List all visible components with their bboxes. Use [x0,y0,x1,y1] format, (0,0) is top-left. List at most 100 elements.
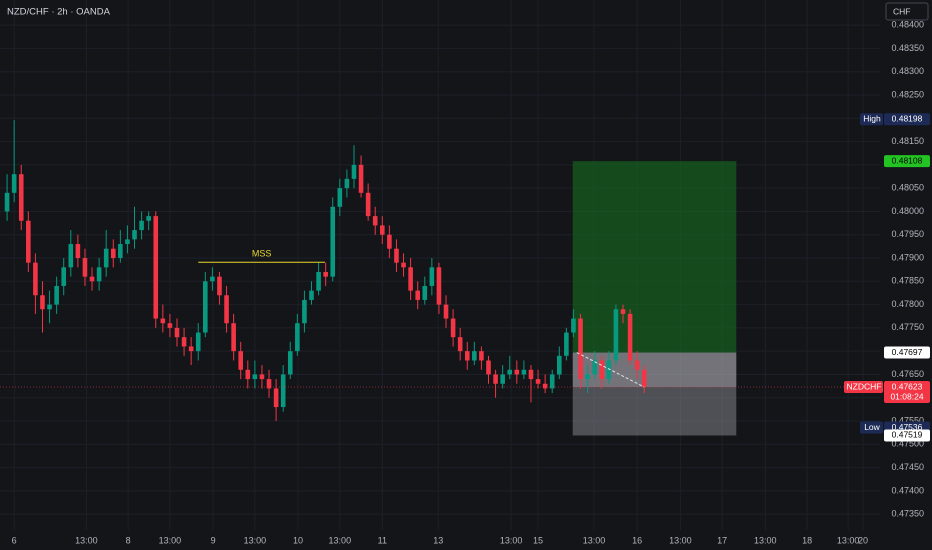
candle-body [627,313,633,361]
price-tag [860,421,883,434]
y-tick-label: 0.47900 [891,252,924,262]
candle-body [443,304,449,319]
candle-body [549,374,555,389]
price-tag [860,113,883,126]
candle-body [372,216,378,226]
candle-body [231,323,236,352]
candle-body [344,178,350,189]
x-tick-label: 13:00 [159,535,182,545]
y-tick-label: 0.48300 [891,66,924,76]
y-tick-label: 0.47800 [891,299,924,309]
stop-value: 0.47519 [892,430,923,440]
candle-body [96,267,102,282]
y-tick-label: 0.47750 [891,322,924,332]
candle-body [528,369,534,380]
entry-value: 0.47697 [892,347,923,357]
candle-body [245,369,251,380]
candle-body [203,281,208,333]
candle-body [238,351,244,370]
candle-body [585,374,590,380]
candle-body [408,267,413,291]
candle-body [337,188,343,207]
candle-body [11,174,17,193]
target-badge [884,155,930,168]
candle-body [606,360,612,380]
y-tick-label: 0.47550 [891,415,924,425]
candle-body [18,174,24,221]
last-value: 0.47623 [892,381,923,391]
x-tick-label: 13:00 [244,535,267,545]
price-tag-label: NZDCHF [847,381,882,391]
candle-body [217,276,222,296]
countdown: 01:08:24 [890,391,923,401]
candle-body [514,369,520,375]
candle-body [40,295,45,310]
x-tick-label: 13 [433,535,443,545]
candle-body [634,360,640,370]
candle-body [146,216,151,221]
y-tick-label: 0.48350 [891,43,924,53]
y-tick-label: 0.48150 [891,136,924,146]
candle-body [436,267,442,305]
candle-body [464,351,470,361]
candle-body [287,351,293,375]
candle-body [493,374,498,384]
candle-body [578,318,583,380]
x-tick-label: 20 [858,535,868,545]
candle-body [252,374,258,380]
price-tag [844,381,883,394]
candle-body [295,323,300,352]
candle-body [132,230,137,240]
x-tick-label: 9 [211,535,216,545]
currency-label[interactable]: CHF [893,6,910,16]
y-tick-label: 0.47400 [891,485,924,495]
projection-line [576,352,645,388]
candle-body [613,309,619,361]
candle-body [401,262,406,268]
chart-title: NZD/CHF · 2h · OANDA [7,7,111,18]
y-tick-label: 0.47950 [891,229,924,239]
candle-body [309,290,314,300]
candle-body [174,327,180,338]
candle-body [54,285,59,305]
candle-body [380,225,385,235]
stop-badge [884,429,930,442]
candle-body [273,388,279,408]
candle-body [125,239,130,245]
candle-body [641,369,647,388]
high-value: 0.48198 [892,113,923,123]
candle-body [259,374,265,380]
x-tick-label: 13:00 [837,535,860,545]
x-tick-label: 13:00 [754,535,777,545]
candle-body [365,192,371,217]
candle-body [415,290,420,300]
profit-zone [572,161,737,353]
x-tick-label: 15 [533,535,543,545]
y-tick-label: 0.47450 [891,462,924,472]
candle-body [33,262,38,296]
entry-badge [884,346,930,359]
candle-body [507,369,513,375]
candle-body [620,309,626,314]
candle-body [479,351,484,361]
candle-body [139,220,144,231]
price-tag-label: High [863,113,881,123]
candle-body [68,244,74,268]
candle-body [89,276,95,282]
y-tick-label: 0.48000 [891,206,924,216]
candle-body [110,248,116,259]
currency-button[interactable] [885,2,929,21]
x-tick-label: 13:00 [583,535,606,545]
x-tick-label: 16 [632,535,642,545]
last-badge [884,381,930,404]
candle-body [103,248,109,268]
candle-body [556,355,562,375]
candle-body [351,164,357,179]
x-tick-label: 18 [802,535,812,545]
y-tick-label: 0.47850 [891,276,924,286]
candle-body [181,337,187,347]
candle-body [188,346,194,352]
candle-body [457,337,463,352]
candle-body [316,271,321,291]
